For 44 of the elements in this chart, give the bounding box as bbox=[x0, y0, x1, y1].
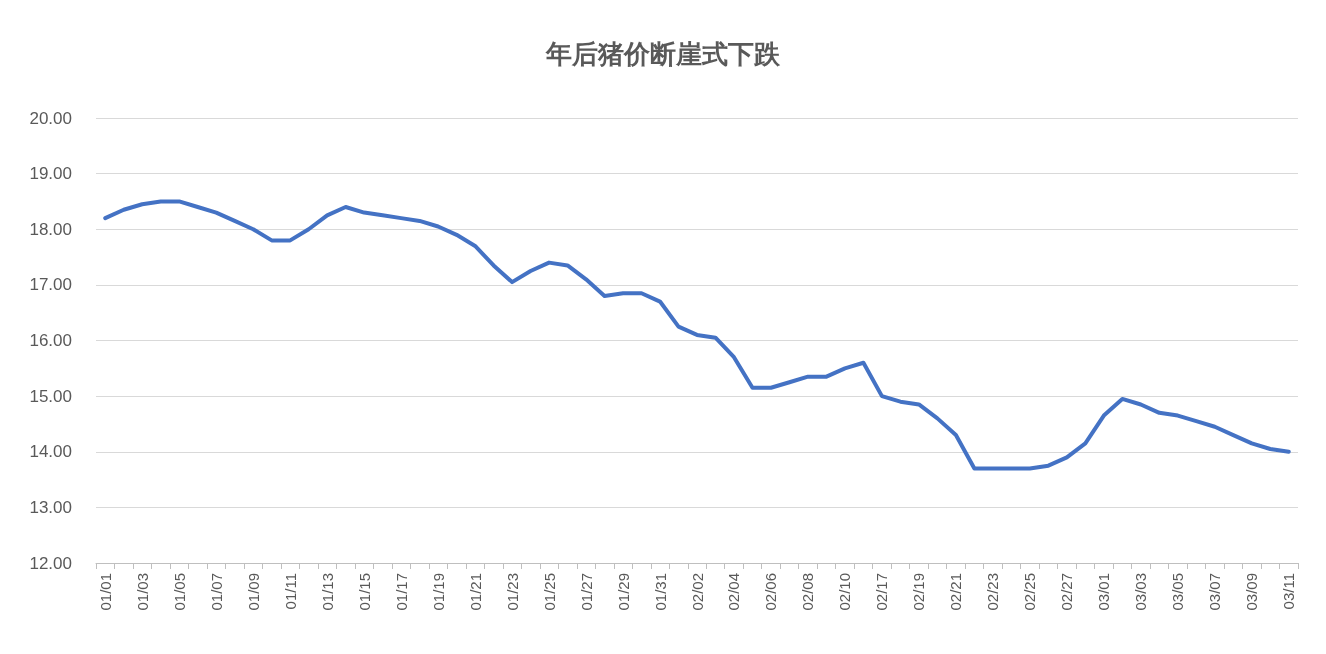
x-tick-label: 02/02 bbox=[688, 573, 706, 611]
x-tick-label: 01/05 bbox=[170, 573, 188, 611]
x-tick-label: 02/10 bbox=[836, 573, 854, 611]
x-tick-label: 03/09 bbox=[1243, 573, 1261, 611]
x-tick-label: 03/11 bbox=[1280, 573, 1298, 610]
x-tick-label: 01/15 bbox=[355, 573, 373, 611]
x-tick-label: 01/23 bbox=[503, 573, 521, 611]
x-tick-label: 03/05 bbox=[1169, 573, 1187, 611]
y-tick-label: 16.00 bbox=[29, 331, 72, 350]
x-tick-label: 01/17 bbox=[392, 573, 410, 611]
y-tick-label: 17.00 bbox=[29, 275, 72, 295]
x-tick-label: 01/27 bbox=[577, 573, 595, 611]
y-tick-label: 14.00 bbox=[29, 442, 72, 462]
line-series bbox=[103, 199, 1291, 471]
x-tick-label: 02/06 bbox=[762, 573, 780, 611]
x-tick-label: 01/09 bbox=[244, 573, 262, 611]
x-tick-label: 01/29 bbox=[614, 573, 632, 611]
x-tick-label: 02/19 bbox=[910, 573, 928, 611]
chart-title: 年后猪价断崖式下跌 bbox=[545, 39, 781, 69]
y-tick-label: 20.00 bbox=[29, 108, 72, 128]
x-tick-label: 02/21 bbox=[947, 573, 965, 611]
x-tick-label: 03/01 bbox=[1095, 573, 1113, 611]
x-tick-label: 01/11 bbox=[281, 573, 299, 610]
x-tick-label: 03/03 bbox=[1132, 573, 1150, 611]
y-tick-label: 12.00 bbox=[29, 553, 72, 573]
x-tick-label: 01/03 bbox=[133, 573, 151, 611]
x-tick-label: 02/27 bbox=[1058, 573, 1076, 611]
y-tick-label: 19.00 bbox=[29, 164, 72, 184]
x-tick-label: 01/21 bbox=[466, 573, 484, 611]
x-tick-label: 02/23 bbox=[984, 573, 1002, 611]
x-tick-label: 01/01 bbox=[96, 573, 114, 611]
y-tick-label: 15.00 bbox=[29, 386, 72, 406]
x-tick-label: 02/25 bbox=[1021, 573, 1039, 611]
x-tick-label: 01/13 bbox=[318, 573, 336, 611]
x-tick-label: 01/19 bbox=[429, 573, 447, 611]
x-tick-label: 02/17 bbox=[873, 573, 891, 611]
x-tick-label: 01/07 bbox=[207, 573, 225, 611]
y-tick-label: 18.00 bbox=[29, 219, 72, 239]
y-tick-label: 13.00 bbox=[29, 497, 72, 517]
x-tick-label: 03/07 bbox=[1206, 573, 1224, 611]
x-tick-label: 02/04 bbox=[725, 573, 743, 611]
x-tick-label: 02/08 bbox=[799, 573, 817, 611]
x-tick-label: 01/31 bbox=[651, 573, 669, 611]
x-tick-label: 01/25 bbox=[540, 573, 558, 611]
